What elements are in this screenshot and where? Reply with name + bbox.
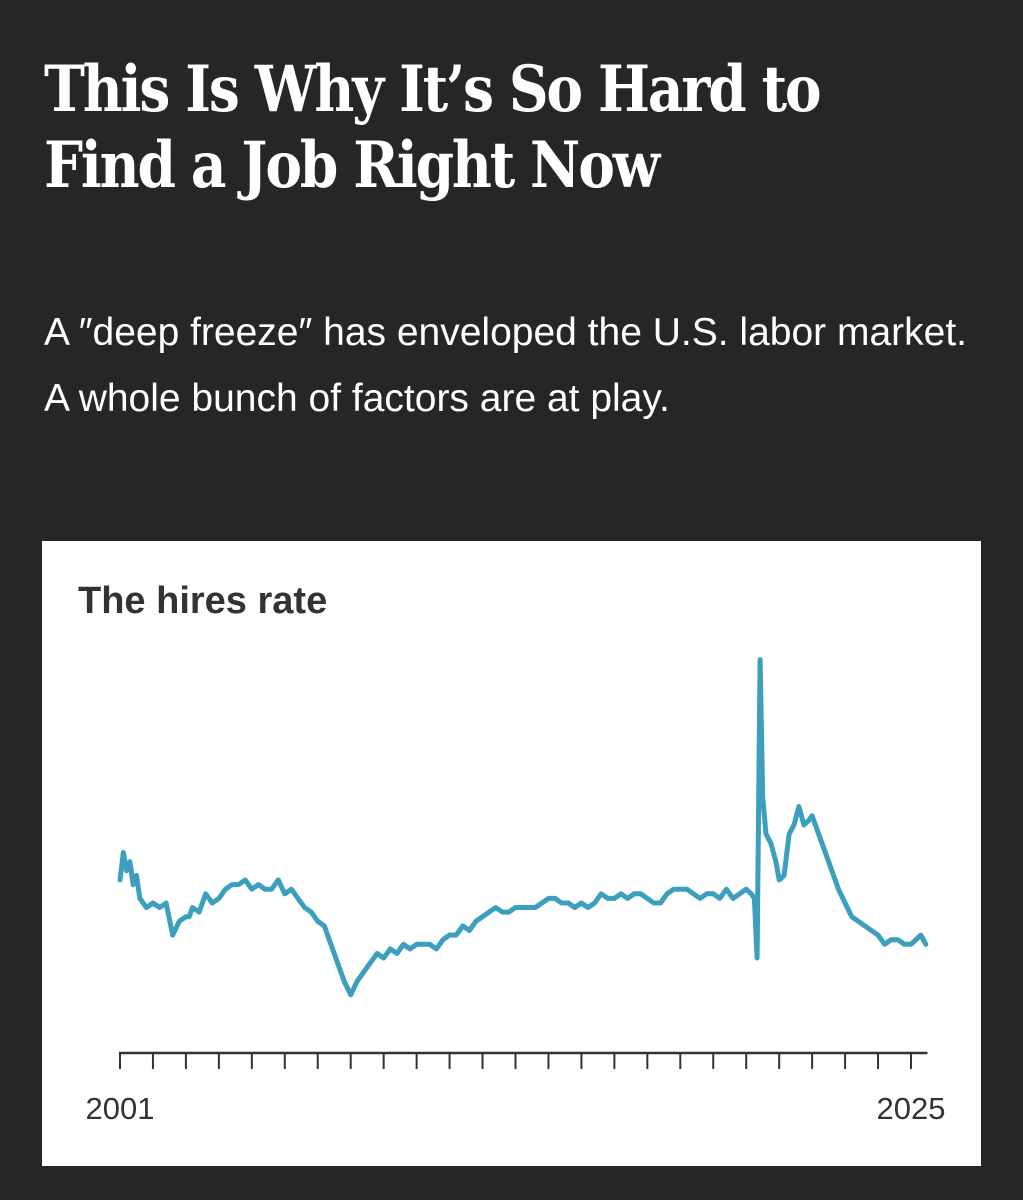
x-tick-label-2001: 2001 [86, 1091, 155, 1126]
chart-card: The hires rate 2001 2025 [42, 541, 981, 1166]
series-line-hires-rate [117, 657, 929, 998]
x-axis-ticks [119, 1053, 912, 1069]
chart-title: The hires rate [78, 580, 327, 622]
headline: This Is Why It’s So Hard to Find a Job R… [44, 52, 822, 203]
dek: A ″deep freeze″ has enveloped the U.S. l… [44, 311, 967, 420]
hires-rate-chart: The hires rate 2001 2025 [78, 580, 946, 1126]
x-axis-tick-labels: 2001 2025 [86, 1091, 946, 1126]
x-tick-label-2025: 2025 [877, 1091, 946, 1126]
series-group [117, 657, 929, 998]
